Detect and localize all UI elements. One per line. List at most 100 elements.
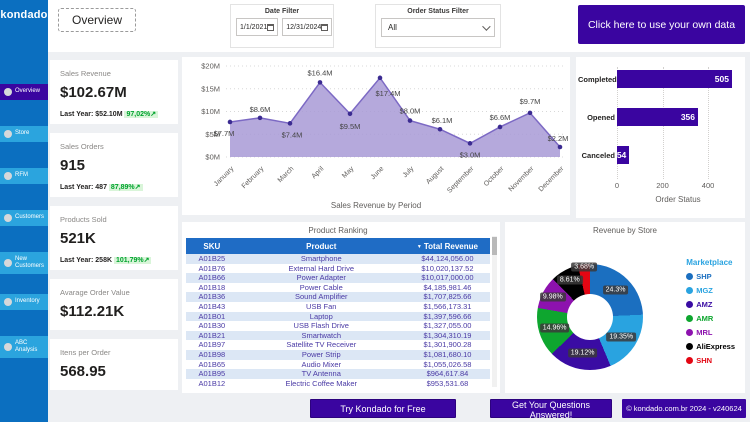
table-row[interactable]: A01B01 Laptop $1,397,596.66 bbox=[186, 311, 490, 322]
legend-item-shp[interactable]: SHP bbox=[686, 272, 735, 281]
sidebar-item-label: Overview bbox=[15, 88, 41, 95]
sidebar-item-label: Inventory bbox=[15, 298, 40, 305]
kpi-value: $102.67M bbox=[60, 84, 127, 101]
kpi-card-sales-revenue: Sales Revenue $102.67M Last Year: $52.10M … bbox=[50, 60, 178, 124]
kpi-card-avarage-order-value: Avarage Order Value $112.21K bbox=[50, 279, 178, 330]
svg-text:$15M: $15M bbox=[201, 84, 220, 93]
order-status-filter-label: Order Status Filter bbox=[407, 8, 469, 15]
legend-label: AliExpress bbox=[696, 342, 735, 351]
order-status-select[interactable]: All bbox=[381, 18, 495, 37]
table-row[interactable]: A01B98 Power Strip $1,081,680.10 bbox=[186, 349, 490, 360]
product-ranking-title: Product Ranking bbox=[308, 226, 368, 235]
svg-text:$20M: $20M bbox=[201, 62, 220, 71]
legend-item-amz[interactable]: AMZ bbox=[686, 300, 735, 309]
legend-item-amr[interactable]: AMR bbox=[686, 314, 735, 323]
legend-item-shn[interactable]: SHN bbox=[686, 356, 735, 365]
legend-item-mrl[interactable]: MRL bbox=[686, 328, 735, 337]
svg-text:August: August bbox=[425, 165, 445, 185]
order-status-bars[interactable]: 505 356 54 bbox=[617, 67, 739, 179]
table-row[interactable]: A01B18 Power Cable $4,185,981.46 bbox=[186, 283, 490, 293]
column-header-total-revenue[interactable]: ▼ Total Revenue bbox=[404, 238, 490, 254]
date-end-input[interactable]: 12/31/2024 bbox=[282, 18, 333, 36]
table-cell: USB Flash Drive bbox=[293, 321, 349, 331]
table-cell: $1,707,825.66 bbox=[404, 292, 490, 302]
kpi-column: Sales Revenue $102.67M Last Year: $52.10M … bbox=[50, 60, 178, 390]
scrollbar-thumb[interactable] bbox=[492, 237, 497, 255]
table-cell: Audio Mixer bbox=[301, 359, 342, 369]
table-cell: Sound Amplifier bbox=[237, 292, 405, 302]
svg-text:$7.4M: $7.4M bbox=[282, 130, 303, 139]
bar-value: 54 bbox=[616, 150, 627, 160]
table-row[interactable]: A01B97 Satellite TV Receiver $1,301,900.28 bbox=[186, 340, 490, 350]
bar-canceled[interactable]: 54 bbox=[616, 146, 630, 164]
svg-text:March: March bbox=[277, 165, 296, 184]
legend-label: SHN bbox=[696, 356, 713, 365]
tab-overview[interactable]: Overview bbox=[58, 8, 137, 32]
date-start-input[interactable]: 1/1/2021 bbox=[236, 18, 279, 36]
table-row[interactable]: A01B65 Audio Mixer $1,055,026.58 bbox=[186, 360, 490, 370]
svg-text:$16.4M: $16.4M bbox=[307, 68, 332, 77]
kpi-label: Sales Orders bbox=[60, 142, 104, 151]
column-header-sku[interactable]: SKU bbox=[186, 238, 238, 254]
donut-label-mgz: 19.35% bbox=[606, 332, 637, 342]
table-cell: Smartwatch bbox=[237, 330, 405, 341]
try-kondado-button[interactable]: Try Kondado for Free bbox=[310, 399, 456, 418]
table-row[interactable]: A01B95 TV Antenna $964,617.84 bbox=[186, 369, 490, 379]
bar-completed[interactable]: 505 bbox=[617, 70, 732, 88]
sidebar-item-inventory[interactable]: Inventory bbox=[0, 294, 48, 310]
nav-bullet-icon bbox=[4, 298, 12, 306]
revenue-store-donut[interactable] bbox=[537, 264, 643, 370]
kpi-last-year: Last Year: $52.10M 97,02%↗ bbox=[60, 111, 159, 118]
sort-desc-icon: ▼ bbox=[416, 243, 422, 250]
header: Overview Date Filter 1/1/2021 12/31/2024… bbox=[48, 0, 750, 52]
table-row[interactable]: A01B76 External Hard Drive $10,020,137.52 bbox=[186, 264, 490, 274]
sidebar-item-overview[interactable]: Overview bbox=[0, 84, 48, 100]
table-cell: Satellite TV Receiver bbox=[286, 340, 357, 350]
calendar-icon[interactable] bbox=[321, 23, 329, 31]
kpi-card-sales-orders: Sales Orders 915 Last Year: 487 87,89%↗ bbox=[50, 133, 178, 197]
kpi-value: 568.95 bbox=[60, 363, 106, 380]
product-ranking-table: SKU Product ▼ Total Revenue A01B25 Smartphon… bbox=[186, 238, 490, 388]
legend-label: MGZ bbox=[696, 286, 713, 295]
table-row[interactable]: A01B43 USB Fan $1,566,173.31 bbox=[186, 302, 490, 312]
nav-bullet-icon bbox=[4, 88, 12, 96]
kpi-last-year: Last Year: 487 87,89%↗ bbox=[60, 184, 143, 191]
use-own-data-button[interactable]: Click here to use your own data bbox=[578, 5, 745, 44]
sidebar-item-abc-analysis[interactable]: ABC Analysis bbox=[0, 336, 48, 358]
table-row[interactable]: A01B30 USB Flash Drive $1,327,055.00 bbox=[186, 321, 490, 331]
svg-text:$7.7M: $7.7M bbox=[214, 129, 235, 138]
legend-item-mgz[interactable]: MGZ bbox=[686, 286, 735, 295]
svg-text:December: December bbox=[538, 165, 566, 193]
legend-dot-icon bbox=[686, 343, 694, 350]
table-cell: External Hard Drive bbox=[288, 263, 354, 273]
donut-label-mrl: 9.98% bbox=[539, 292, 566, 302]
svg-text:April: April bbox=[311, 165, 326, 180]
table-cell: A01B25 bbox=[186, 254, 238, 264]
kpi-label: Itens per Order bbox=[60, 348, 111, 357]
sidebar-item-rfm[interactable]: RFM bbox=[0, 168, 48, 184]
copyright-badge[interactable]: © kondado.com.br 2024 - v240624 bbox=[622, 399, 746, 418]
table-row[interactable]: A01B66 Power Adapter $10,017,000.00 bbox=[186, 273, 490, 283]
table-row[interactable]: A01B12 Electric Coffee Maker $953,531.68 bbox=[186, 379, 490, 389]
table-cell: $964,617.84 bbox=[404, 369, 490, 379]
sidebar-item-store[interactable]: Store bbox=[0, 126, 48, 142]
table-row[interactable]: A01B25 Smartphone $44,124,056.00 bbox=[186, 254, 490, 264]
table-row[interactable]: A01B36 Sound Amplifier $1,707,825.66 bbox=[186, 292, 490, 302]
bar-axis-tick: 400 bbox=[701, 181, 715, 190]
svg-text:June: June bbox=[370, 165, 386, 181]
table-row[interactable]: A01B21 Smartwatch $1,304,310.19 bbox=[186, 330, 490, 341]
sidebar-item-customers[interactable]: Customers bbox=[0, 210, 48, 226]
table-scrollbar[interactable] bbox=[492, 236, 497, 387]
questions-button[interactable]: Get Your Questions Answered! bbox=[490, 399, 612, 420]
sidebar-item-new-customers[interactable]: New Customers bbox=[0, 252, 48, 274]
column-header-product[interactable]: Product bbox=[237, 238, 405, 254]
table-cell: Electric Coffee Maker bbox=[285, 378, 358, 388]
kpi-label: Products Sold bbox=[60, 215, 107, 224]
kpi-delta-badge: 97,02%↗ bbox=[124, 111, 159, 118]
bar-opened[interactable]: 356 bbox=[617, 108, 699, 126]
legend-item-aliexpress[interactable]: AliExpress bbox=[686, 342, 735, 351]
sales-revenue-chart-card: $0M $5M $10M $15M $20M $7.7M $8.6M $7.4M $16.4M $… bbox=[182, 57, 570, 215]
calendar-icon[interactable] bbox=[267, 23, 275, 31]
bar-category-opened: Opened bbox=[587, 113, 615, 122]
sales-revenue-area-chart[interactable]: $0M $5M $10M $15M $20M $7.7M $8.6M $7.4M $16.4M $… bbox=[182, 57, 570, 202]
